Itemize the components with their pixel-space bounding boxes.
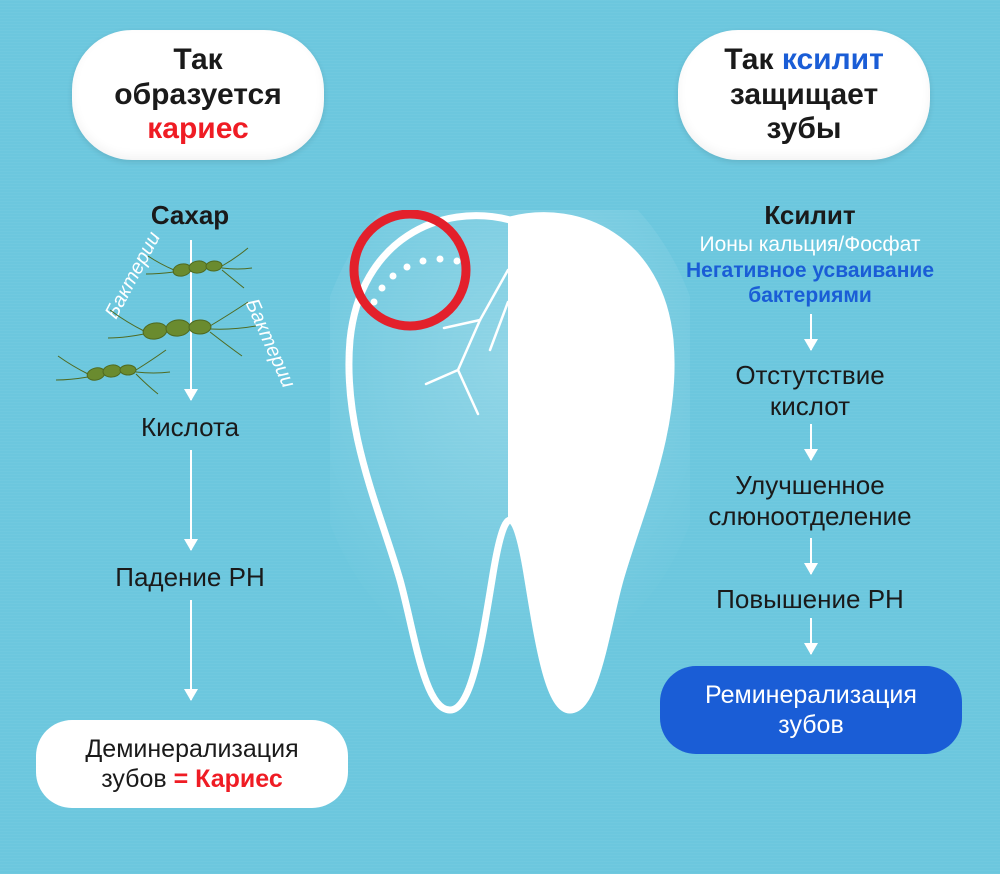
- left-step1-text: Сахар: [151, 200, 229, 230]
- left-result-pill: Деминерализация зубов = Кариес: [36, 720, 348, 808]
- left-arrow-2: [190, 450, 192, 550]
- left-result-line2: зубов = Кариес: [101, 764, 283, 794]
- right-header-line3: зубы: [767, 112, 842, 147]
- left-step-acid: Кислота: [60, 412, 320, 443]
- left-header-pill: Так образуется кариес: [72, 30, 324, 160]
- left-step-sugar: Сахар: [60, 200, 320, 231]
- left-header-line2: образуется: [114, 78, 281, 113]
- left-arrow-3: [190, 600, 192, 700]
- left-result-line2-pre: зубов: [101, 765, 173, 793]
- right-header-line2: защищает: [730, 78, 878, 113]
- right-arrow-3: [810, 538, 812, 574]
- right-header-pill: Так ксилит защищает зубы: [678, 30, 930, 160]
- left-header-line1: Так: [173, 43, 222, 78]
- bacteria-icon-3: [48, 344, 178, 404]
- right-header-line1-pre: Так: [724, 43, 782, 76]
- right-step-saliva: Улучшенное слюноотделение: [680, 470, 940, 532]
- right-result-line1: Реминерализация: [705, 680, 917, 710]
- right-result-pill: Реминерализация зубов: [660, 666, 962, 754]
- right-header-line1-hl: ксилит: [782, 43, 884, 76]
- right-sub1: Ионы кальция/Фосфат: [680, 232, 940, 257]
- left-step-ph: Падение PH: [60, 562, 320, 593]
- right-step1-text: Ксилит: [764, 200, 855, 230]
- left-step2-text: Кислота: [141, 412, 239, 442]
- right-sub2: Негативное усваивание бактериями: [680, 258, 940, 308]
- right-header-line1: Так ксилит: [724, 43, 884, 78]
- right-arrow-1: [810, 314, 812, 350]
- bacteria-icon-1: [140, 240, 260, 300]
- right-step-noacid: Отстутствие кислот: [680, 360, 940, 422]
- left-step3-text: Падение PH: [115, 562, 264, 592]
- right-result-line2: зубов: [778, 710, 843, 740]
- right-step-ph: Повышение PH: [680, 584, 940, 615]
- right-arrow-4: [810, 618, 812, 654]
- tooth-illustration: [330, 210, 690, 730]
- right-arrow-2: [810, 424, 812, 460]
- right-step-xylitol: Ксилит: [680, 200, 940, 231]
- left-header-line3: кариес: [147, 112, 248, 147]
- left-result-line1: Деминерализация: [85, 734, 298, 764]
- left-result-line2-eq: = Кариес: [174, 765, 283, 793]
